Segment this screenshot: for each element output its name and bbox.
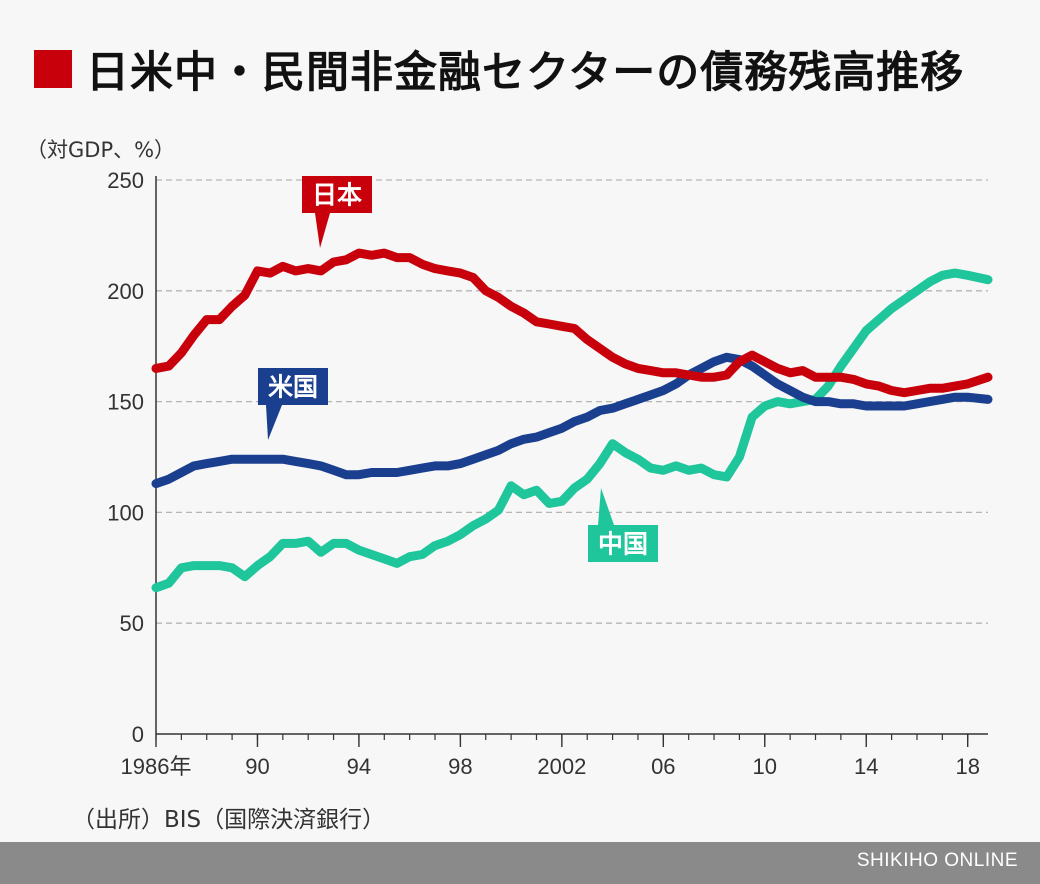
y-axis-unit-label: （対GDP、%） <box>26 138 176 162</box>
footer-bar: SHIKIHO ONLINE <box>0 842 1040 884</box>
y-tick-label: 50 <box>120 611 144 636</box>
x-tick-label: 94 <box>347 754 371 779</box>
series-line-usa <box>151 352 993 489</box>
title-marker <box>34 50 72 88</box>
series-line-japan <box>151 248 993 398</box>
debt-chart: 0 50 100 150 200 250 1986年 90 94 98 2002 06 10 14 18 日本… <box>107 168 993 779</box>
chart-title: 日米中・民間非金融セクターの債務残高推移 <box>34 38 964 100</box>
brand-label: SHIKIHO ONLINE <box>856 850 1018 871</box>
y-tick-label: 100 <box>107 500 144 525</box>
title-text: 日米中・民間非金融セクターの債務残高推移 <box>86 48 965 98</box>
callout-box-usa <box>258 368 328 405</box>
callout-pointer-china <box>598 488 614 525</box>
x-tick-label: 90 <box>245 754 269 779</box>
x-tick-label: 06 <box>651 754 675 779</box>
series-label-usa: 米国 <box>268 373 318 402</box>
callout-box-japan <box>302 176 372 213</box>
x-tick-label: 10 <box>753 754 777 779</box>
x-tick-label: 2002 <box>537 754 586 779</box>
series-label-china: 中国 <box>598 530 648 559</box>
series-line-china <box>151 268 993 593</box>
series-label-japan: 日本 <box>312 181 362 210</box>
x-tick-label: 1986年 <box>121 754 192 779</box>
source-note: （出所）BIS（国際決済銀行） <box>72 807 386 833</box>
x-tick-label: 18 <box>955 754 979 779</box>
y-tick-label: 150 <box>107 390 144 415</box>
callout-box-china <box>588 525 658 562</box>
x-tick-label: 14 <box>854 754 878 779</box>
callout-pointer-japan <box>315 213 330 248</box>
callout-pointer-usa <box>266 405 282 440</box>
x-tick-label: 98 <box>448 754 472 779</box>
y-tick-label: 200 <box>107 279 144 304</box>
y-tick-label: 0 <box>132 722 144 747</box>
y-tick-label: 250 <box>107 168 144 193</box>
